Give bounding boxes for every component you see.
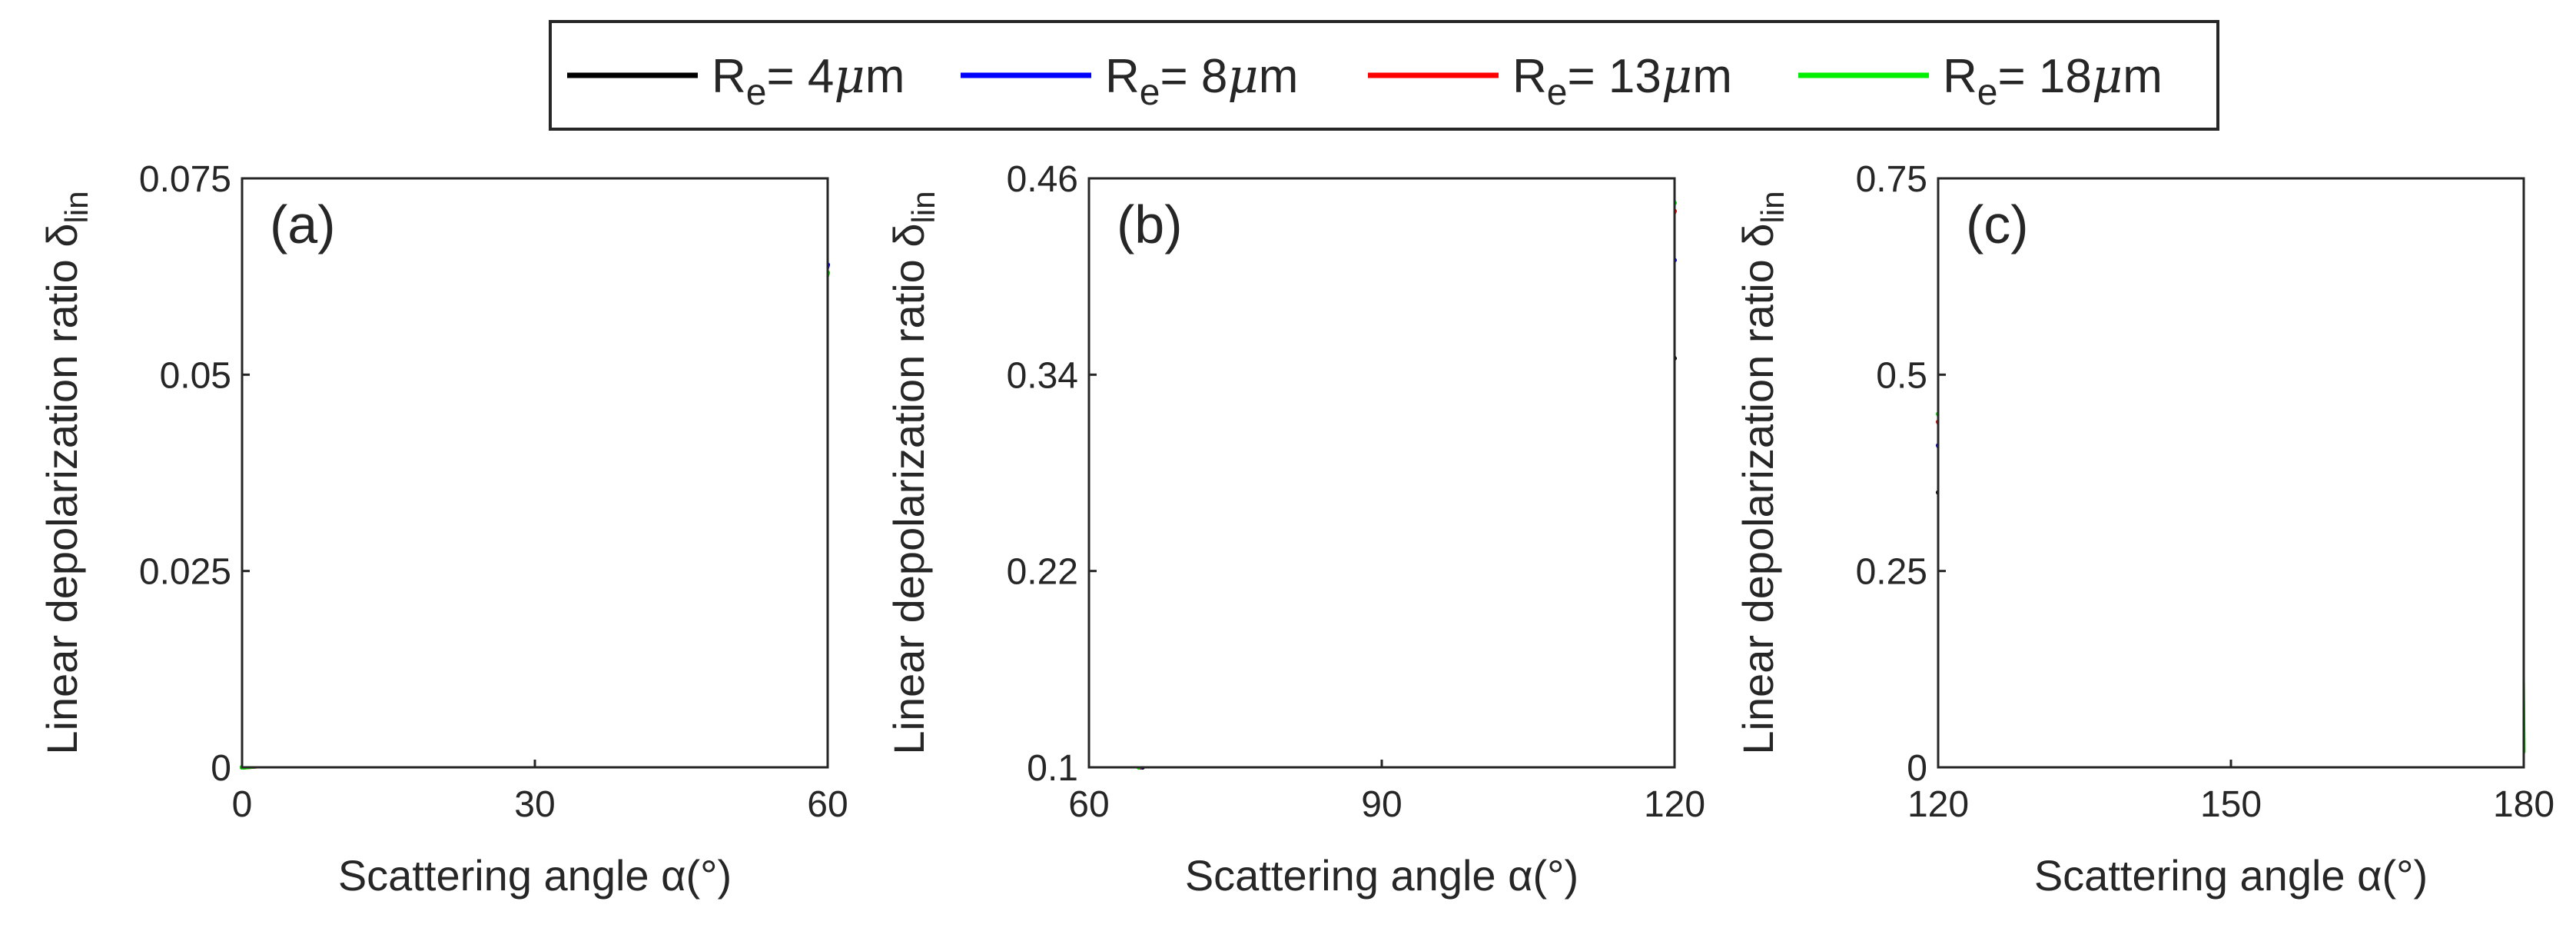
- legend-label: Re= 13μm: [1512, 48, 1732, 113]
- y-tick-label: 0.22: [1007, 552, 1078, 593]
- x-tick-label: 0: [232, 784, 253, 825]
- panel-label: (a): [270, 195, 336, 254]
- axes-frame: [241, 177, 829, 769]
- x-tick-label: 60: [1068, 784, 1109, 825]
- y-tick-label: 0.75: [1856, 159, 1927, 200]
- panels: 0 30 60 0 0.025 0.05 0.075 (a) Scattering angle …: [38, 159, 2554, 900]
- y-axis-label: Linear depolarization ratio δlin: [885, 191, 941, 754]
- y-axis-label: Linear depolarization ratio δlin: [38, 191, 95, 754]
- panel-label: (c): [1966, 195, 2029, 254]
- x-tick-label: 180: [2493, 784, 2554, 825]
- y-tick-label: 0.25: [1856, 552, 1927, 593]
- x-tick-label: 90: [1361, 784, 1402, 825]
- y-axis-label: Linear depolarization ratio δlin: [1734, 191, 1791, 754]
- y-tick-label: 0.05: [160, 355, 231, 396]
- x-tick-label: 120: [1907, 784, 1969, 825]
- y-tick-label: 0.025: [139, 552, 231, 593]
- y-tick-label: 0: [1907, 748, 1927, 789]
- legend-label: Re= 8μm: [1105, 48, 1298, 113]
- legend-label: Re= 4μm: [712, 48, 905, 113]
- y-tick-label: 0.1: [1027, 748, 1078, 789]
- x-axis-label: Scattering angle α(°): [1185, 851, 1578, 900]
- x-tick-label: 120: [1644, 784, 1705, 825]
- y-tick-label: 0.075: [139, 159, 231, 200]
- x-tick-label: 30: [514, 784, 555, 825]
- chart-panel-3: 120 150 180 0 0.25 0.5 0.75 (c) Scattering angle…: [1734, 159, 2554, 900]
- y-tick-label: 0.46: [1007, 159, 1078, 200]
- y-tick-label: 0.5: [1876, 355, 1927, 396]
- y-tick-label: 0.34: [1007, 355, 1078, 396]
- legend-label: Re= 18μm: [1943, 48, 2163, 113]
- x-tick-label: 60: [807, 784, 848, 825]
- y-tick-label: 0: [211, 748, 231, 789]
- x-axis-label: Scattering angle α(°): [2034, 851, 2428, 900]
- panel-label: (b): [1117, 195, 1183, 254]
- x-tick-label: 150: [2200, 784, 2262, 825]
- axes-frame: [1937, 177, 2525, 769]
- axes-frame: [1087, 177, 1676, 769]
- legend: Re= 4μm Re= 8μm Re= 13μm Re= 18μm: [549, 20, 2219, 131]
- chart-panel-1: 0 30 60 0 0.025 0.05 0.075 (a) Scattering angle …: [38, 159, 848, 900]
- x-axis-label: Scattering angle α(°): [338, 851, 732, 900]
- chart-panel-2: 60 90 120 0.1 0.22 0.34 0.46 (b) Scattering angl…: [885, 159, 1705, 900]
